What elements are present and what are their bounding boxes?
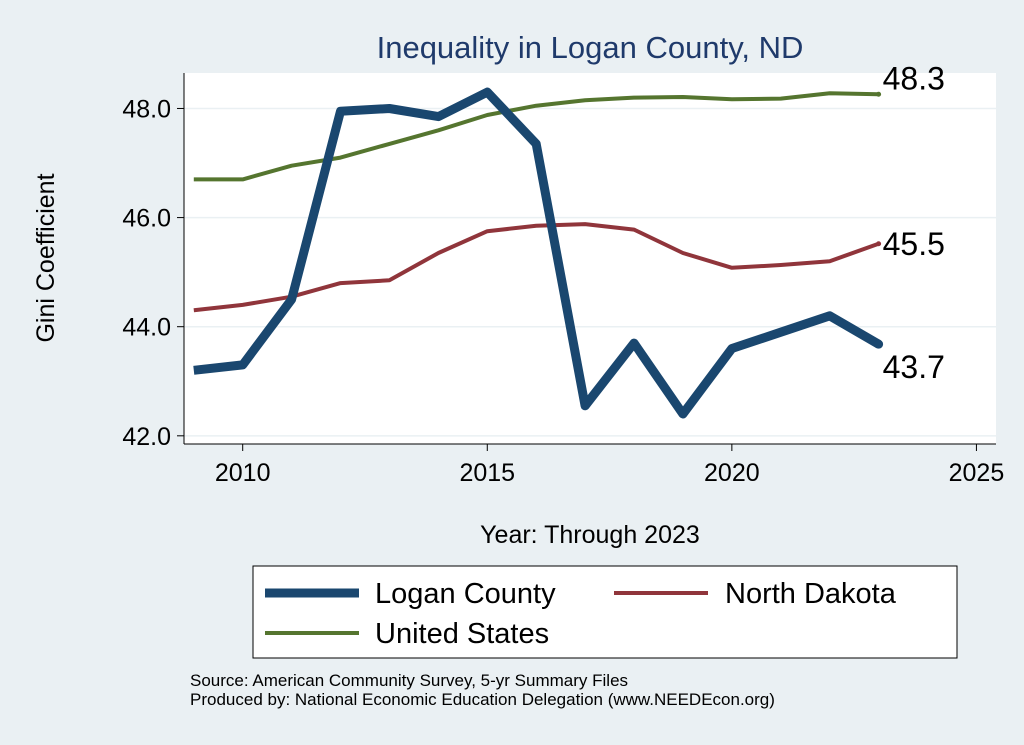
plot-area (184, 73, 996, 444)
legend-label-north-dakota: North Dakota (725, 578, 897, 610)
series-line-logan-county (193, 87, 881, 419)
x-tick-label: 2010 (215, 459, 271, 487)
series-line-north-dakota (193, 222, 880, 313)
x-axis-label: Year: Through 2023 (480, 521, 700, 549)
y-axis-label: Gini Coefficient (32, 173, 60, 342)
end-label-north-dakota: 45.5 (883, 226, 945, 262)
end-label-united-states: 48.3 (883, 60, 945, 96)
legend-label-united-states: United States (375, 618, 549, 650)
end-point-north-dakota (876, 241, 882, 247)
legend-label-logan-county: Logan County (375, 578, 556, 610)
y-axis-ticks: 42.0 44.0 46.0 48.0 (122, 95, 184, 451)
series-layer: 48.3 45.5 43.7 (193, 60, 945, 419)
end-point-logan-county (874, 339, 884, 349)
y-tick-label: 42.0 (122, 423, 171, 451)
legend-box (252, 565, 958, 659)
end-label-logan-county: 43.7 (883, 349, 945, 385)
legend: Logan County North Dakota United States (252, 565, 958, 659)
end-point-united-states (876, 91, 882, 97)
source-line: Source: American Community Survey, 5-yr … (190, 671, 629, 690)
source-note: Source: American Community Survey, 5-yr … (190, 671, 775, 709)
chart-title: Inequality in Logan County, ND (377, 30, 804, 65)
y-tick-label: 44.0 (122, 314, 171, 342)
x-tick-label: 2025 (949, 459, 1005, 487)
grid-lines (184, 107, 996, 437)
x-axis-ticks: 2010 2015 2020 2025 (215, 444, 1004, 487)
series-line-united-states (193, 91, 879, 182)
x-tick-label: 2015 (459, 459, 515, 487)
y-tick-label: 48.0 (122, 95, 171, 123)
producer-line: Produced by: National Economic Education… (190, 690, 775, 709)
x-tick-label: 2020 (704, 459, 760, 487)
y-tick-label: 46.0 (122, 205, 171, 233)
